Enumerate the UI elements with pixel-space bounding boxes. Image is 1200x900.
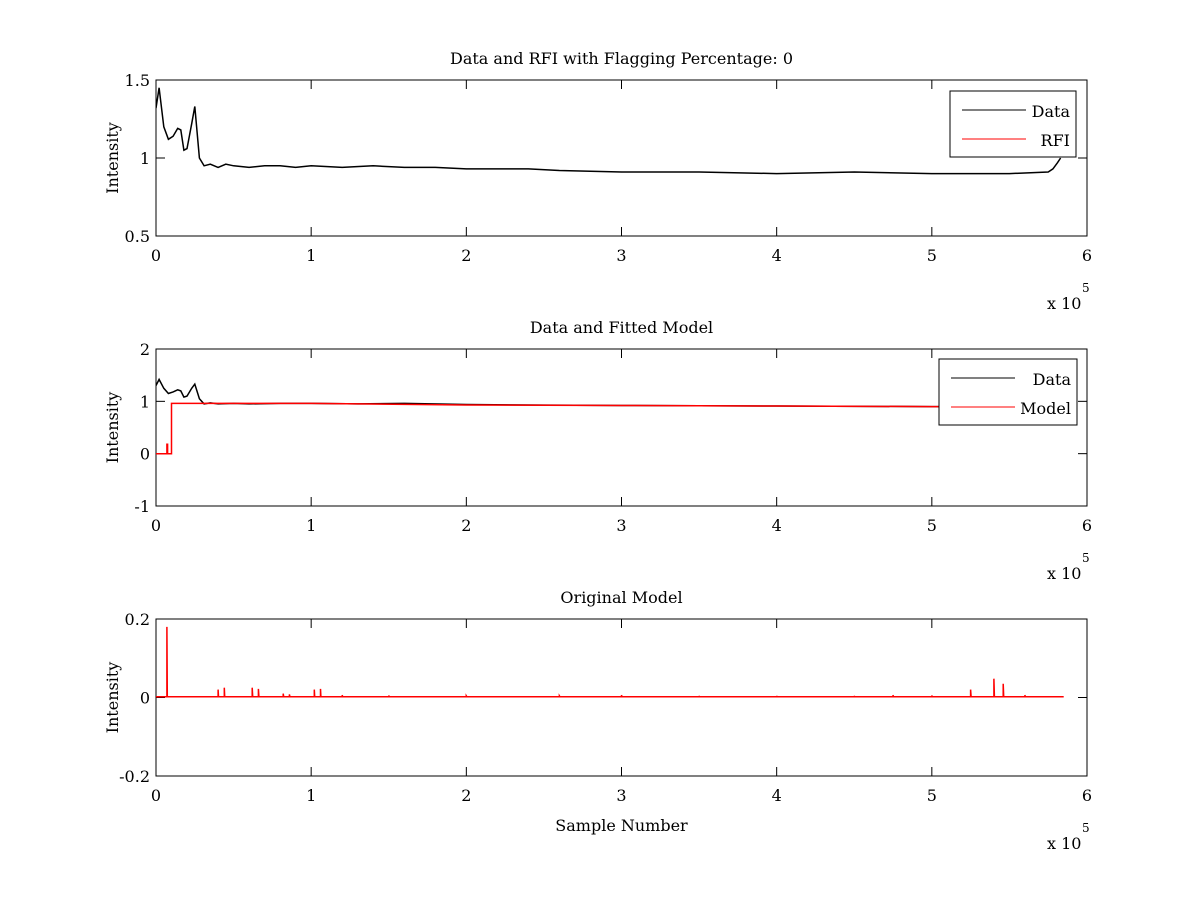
x-exponent-power: 5 xyxy=(1082,551,1090,565)
x-tick-label: 5 xyxy=(927,516,937,535)
x-tick-label: 0 xyxy=(151,516,161,535)
y-tick-label: 0.2 xyxy=(125,610,150,629)
y-tick-label: 1 xyxy=(140,392,150,411)
x-exponent-power: 5 xyxy=(1082,281,1090,295)
x-tick-label: 0 xyxy=(151,246,161,265)
x-tick-label: 2 xyxy=(461,246,471,265)
x-tick-label: 2 xyxy=(461,516,471,535)
plot-area xyxy=(156,626,1064,698)
x-exponent-label: x 10 xyxy=(1047,564,1081,583)
y-tick-label: -0.2 xyxy=(119,767,150,786)
y-axis-label: Intensity xyxy=(103,392,122,464)
plot-area xyxy=(156,87,1062,175)
y-tick-label: 0 xyxy=(140,445,150,464)
legend-box xyxy=(949,90,1077,158)
x-tick-label: 5 xyxy=(927,786,937,805)
series-line-model xyxy=(156,626,1064,698)
x-tick-label: 6 xyxy=(1082,516,1092,535)
y-axis-label: Intensity xyxy=(103,662,122,734)
y-axis-label: Intensity xyxy=(103,122,122,194)
x-tick-label: 3 xyxy=(616,246,626,265)
x-exponent-label: x 10 xyxy=(1047,294,1081,313)
chart-title: Original Model xyxy=(560,588,682,607)
x-tick-label: 4 xyxy=(772,786,782,805)
series-line-model xyxy=(156,402,1061,455)
plot-area xyxy=(156,377,1061,455)
x-tick-label: 1 xyxy=(306,786,316,805)
x-tick-label: 3 xyxy=(616,516,626,535)
x-tick-label: 2 xyxy=(461,786,471,805)
x-tick-label: 1 xyxy=(306,246,316,265)
x-exponent-power: 5 xyxy=(1082,821,1090,835)
legend-label: Model xyxy=(1020,399,1071,418)
x-tick-label: 4 xyxy=(772,246,782,265)
legend: Data Model xyxy=(938,358,1078,426)
legend-label: Data xyxy=(1033,370,1072,389)
y-tick-label: 0 xyxy=(140,689,150,708)
legend: Data RFI xyxy=(949,90,1077,158)
x-tick-label: 4 xyxy=(772,516,782,535)
y-tick-label: 2 xyxy=(140,340,150,359)
y-tick-label: 0.5 xyxy=(125,227,150,246)
x-axis-label: Sample Number xyxy=(555,816,688,835)
x-tick-label: 3 xyxy=(616,786,626,805)
x-tick-label: 6 xyxy=(1082,246,1092,265)
series-line-data xyxy=(156,87,1062,175)
x-tick-label: 1 xyxy=(306,516,316,535)
legend-label: RFI xyxy=(1041,131,1070,150)
legend-box xyxy=(938,358,1078,426)
x-exponent-label: x 10 xyxy=(1047,834,1081,853)
y-tick-label: -1 xyxy=(134,497,150,516)
chart-title: Data and RFI with Flagging Percentage: 0 xyxy=(450,49,793,68)
x-tick-label: 5 xyxy=(927,246,937,265)
x-tick-label: 6 xyxy=(1082,786,1092,805)
legend-label: Data xyxy=(1032,102,1071,121)
x-tick-label: 0 xyxy=(151,786,161,805)
chart-title: Data and Fitted Model xyxy=(530,318,713,337)
y-tick-label: 1 xyxy=(140,149,150,168)
y-tick-label: 1.5 xyxy=(125,71,150,90)
